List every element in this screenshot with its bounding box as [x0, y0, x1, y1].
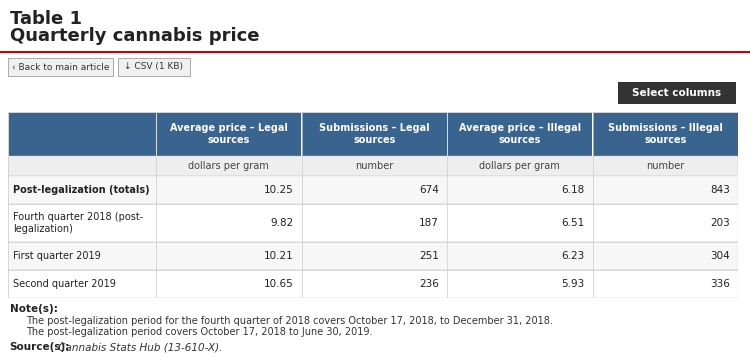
Text: Average price – Legal
sources: Average price – Legal sources — [170, 123, 288, 145]
Bar — [301, 112, 302, 156]
Bar — [8, 270, 738, 298]
Text: 10.25: 10.25 — [264, 185, 293, 195]
Text: Source(s):: Source(s): — [10, 342, 70, 352]
Bar — [8, 176, 738, 204]
Text: 236: 236 — [419, 279, 439, 289]
Text: Submissions – Illegal
sources: Submissions – Illegal sources — [608, 123, 723, 145]
Text: First quarter 2019: First quarter 2019 — [13, 251, 100, 261]
Text: 9.82: 9.82 — [270, 218, 293, 228]
Text: Fourth quarter 2018 (post-
legalization): Fourth quarter 2018 (post- legalization) — [13, 212, 143, 234]
Text: 6.18: 6.18 — [561, 185, 584, 195]
Text: ↓ CSV (1 KB): ↓ CSV (1 KB) — [124, 63, 184, 72]
Text: The post-legalization period for the fourth quarter of 2018 covers October 17, 2: The post-legalization period for the fou… — [26, 316, 553, 326]
Text: Submissions – Legal
sources: Submissions – Legal sources — [319, 123, 430, 145]
Text: 674: 674 — [419, 185, 439, 195]
Text: Post-legalization (totals): Post-legalization (totals) — [13, 185, 149, 195]
Text: 6.23: 6.23 — [561, 251, 584, 261]
Text: 6.51: 6.51 — [561, 218, 584, 228]
Text: Select columns: Select columns — [632, 88, 722, 98]
Text: The post-legalization period covers October 17, 2018 to June 30, 2019.: The post-legalization period covers Octo… — [26, 327, 373, 337]
Bar — [592, 112, 593, 156]
Text: Average price – Illegal
sources: Average price – Illegal sources — [459, 123, 580, 145]
Text: 10.65: 10.65 — [264, 279, 293, 289]
Bar — [155, 112, 157, 156]
Text: 336: 336 — [710, 279, 730, 289]
Text: Quarterly cannabis price: Quarterly cannabis price — [10, 27, 260, 45]
Bar — [8, 156, 738, 176]
Bar — [737, 112, 739, 156]
Text: number: number — [356, 161, 394, 171]
Text: 5.93: 5.93 — [561, 279, 584, 289]
Text: Cannabis Stats Hub (13-610-X).: Cannabis Stats Hub (13-610-X). — [55, 342, 222, 352]
Text: ‹ Back to main article: ‹ Back to main article — [12, 63, 110, 72]
Text: Second quarter 2019: Second quarter 2019 — [13, 279, 116, 289]
Text: 251: 251 — [419, 251, 439, 261]
Text: dollars per gram: dollars per gram — [479, 161, 560, 171]
Text: number: number — [646, 161, 685, 171]
Text: Note(s):: Note(s): — [10, 304, 58, 314]
Text: dollars per gram: dollars per gram — [188, 161, 269, 171]
Text: 304: 304 — [710, 251, 730, 261]
Bar — [8, 112, 738, 156]
Bar — [8, 242, 738, 270]
Text: Table 1: Table 1 — [10, 10, 82, 28]
Text: 843: 843 — [710, 185, 730, 195]
Text: 203: 203 — [710, 218, 730, 228]
Text: 187: 187 — [419, 218, 439, 228]
Text: 10.21: 10.21 — [264, 251, 293, 261]
Bar — [446, 112, 448, 156]
Bar — [8, 204, 738, 242]
